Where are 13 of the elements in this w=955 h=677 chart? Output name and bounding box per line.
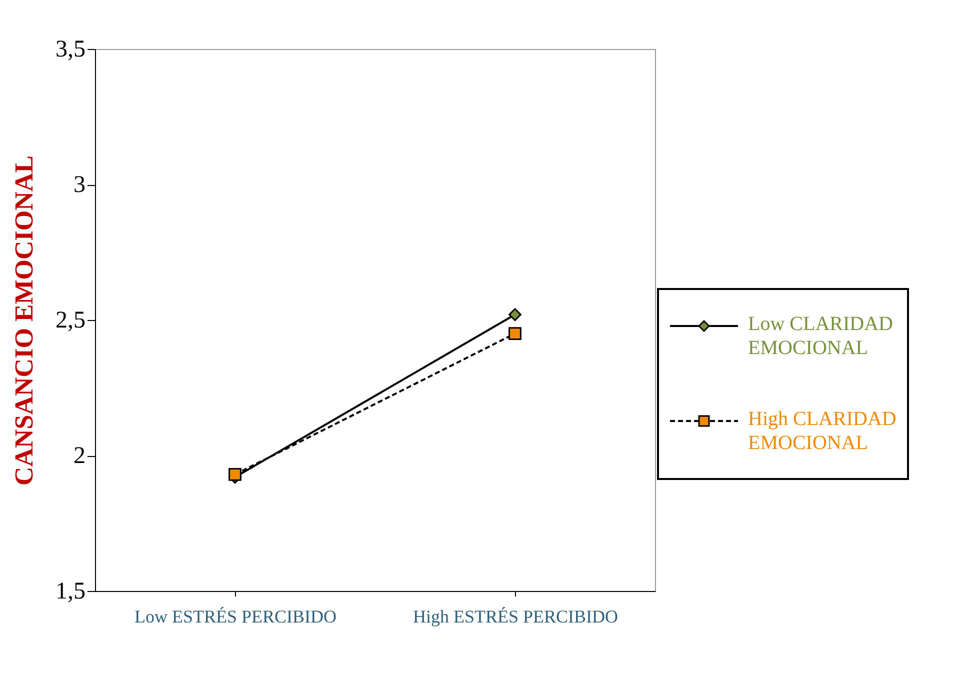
y-tick-label: 1,5 <box>56 578 86 604</box>
legend-label: Low CLARIDAD EMOCIONAL <box>748 313 893 359</box>
x-tick-label: High ESTRÉS PERCIBIDO <box>412 606 618 626</box>
y-tick-label: 3,5 <box>56 36 86 62</box>
y-tick-label: 2 <box>74 443 86 469</box>
y-axis-title: CANSANCIO EMOCIONAL <box>10 155 38 486</box>
y-tick-label: 2,5 <box>56 308 86 334</box>
legend-label: High CLARIDAD EMOCIONAL <box>748 408 896 454</box>
point <box>508 308 522 322</box>
point <box>508 327 522 340</box>
y-tick-label: 3 <box>74 172 86 198</box>
point <box>228 468 242 481</box>
x-tick-label: Low ESTRÉS PERCIBIDO <box>134 606 337 626</box>
